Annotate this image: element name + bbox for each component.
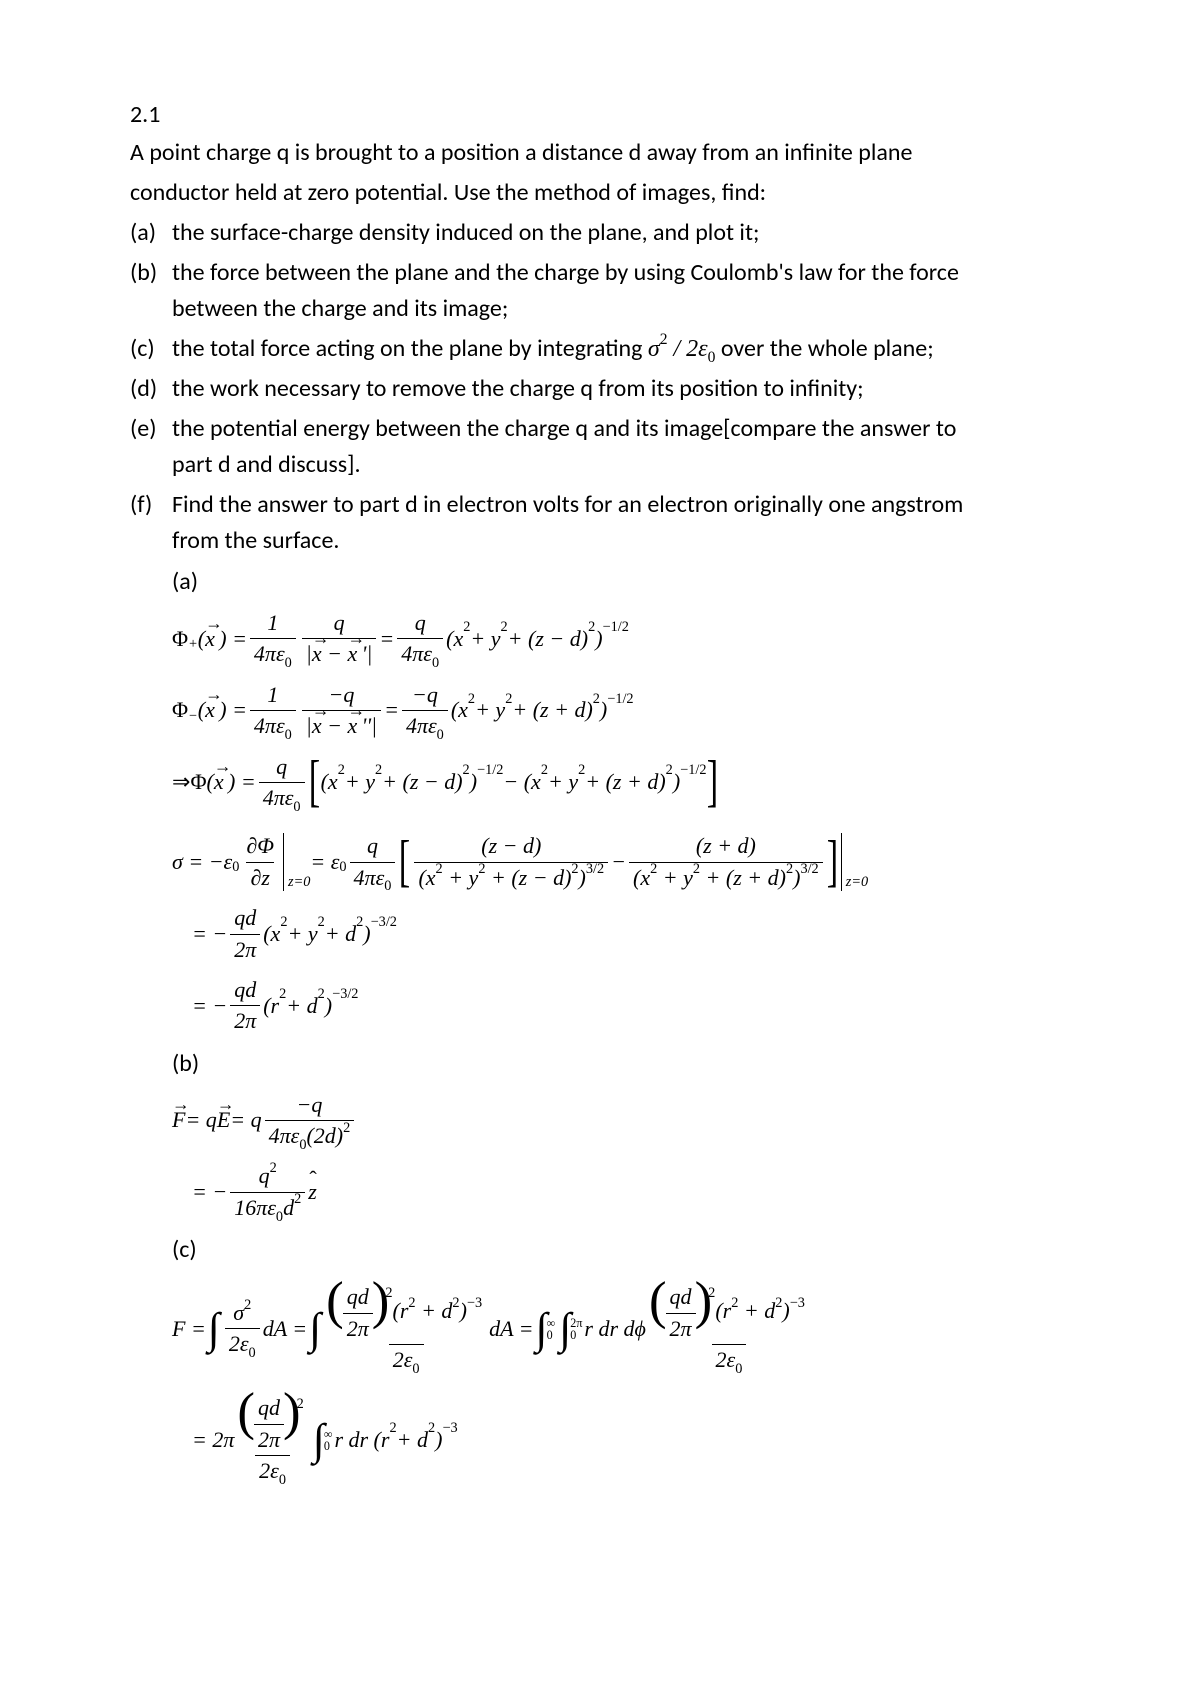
item-d: (d) the work necessary to remove the cha… bbox=[130, 371, 1070, 407]
item-b-label: (b) bbox=[130, 255, 172, 327]
item-f-text-2: from the surface. bbox=[172, 526, 339, 555]
item-f-text: Find the answer to part d in electron vo… bbox=[172, 487, 1070, 559]
section-number: 2.1 bbox=[130, 100, 1070, 129]
item-f: (f) Find the answer to part d in electro… bbox=[130, 487, 1070, 559]
item-e-text: the potential energy between the charge … bbox=[172, 411, 1070, 483]
sub-c-label: (c) bbox=[172, 1235, 1070, 1264]
item-f-label: (f) bbox=[130, 487, 172, 559]
eq-int-2: = 2π (qd2π)2 2ε0 ∫∞0 r dr (r2 + d2)−3 bbox=[192, 1395, 1070, 1484]
eq-phi-plus: Φ+(x ) = 14πε0 q|x − x '| = q4πε0 (x2 + … bbox=[172, 610, 1070, 668]
eq-int-1: F = ∫ σ22ε0 dA = ∫ (qd2π)2(r2 + d2)−3 2ε… bbox=[172, 1284, 1070, 1373]
item-b: (b) the force between the plane and the … bbox=[130, 255, 1070, 327]
math-block-b: F = qE = q −q4πε0(2d)2 = − q216πε0d2 z bbox=[172, 1092, 1070, 1222]
item-a-label: (a) bbox=[130, 215, 172, 251]
intro-line-2: conductor held at zero potential. Use th… bbox=[130, 175, 1070, 211]
item-a-text: the surface-charge density induced on th… bbox=[172, 215, 1070, 251]
eq-sigma-3: = − qd2π (r2 + d2)−3/2 bbox=[192, 977, 1070, 1035]
item-c-math: σ2 / 2ε0 bbox=[648, 336, 716, 362]
item-e-text-2: part d and discuss]. bbox=[172, 450, 361, 479]
intro-line-1: A point charge q is brought to a positio… bbox=[130, 135, 1070, 171]
item-a: (a) the surface-charge density induced o… bbox=[130, 215, 1070, 251]
sub-b-label: (b) bbox=[172, 1049, 1070, 1078]
item-e-text-1: the potential energy between the charge … bbox=[172, 414, 956, 443]
item-d-text: the work necessary to remove the charge … bbox=[172, 371, 1070, 407]
item-b-text-1: the force between the plane and the char… bbox=[172, 258, 959, 287]
eq-sigma-2: = − qd2π (x2 + y2 + d2)−3/2 bbox=[192, 905, 1070, 963]
item-e-label: (e) bbox=[130, 411, 172, 483]
item-f-text-1: Find the answer to part d in electron vo… bbox=[172, 490, 963, 519]
item-c-text: the total force acting on the plane by i… bbox=[172, 331, 1070, 367]
item-d-label: (d) bbox=[130, 371, 172, 407]
eq-sigma-1: σ = −ε0 ∂Φ∂z z=0 = ε0 q4πε0 [ (z − d) (x… bbox=[172, 833, 1070, 891]
item-c-text-1: the total force acting on the plane by i… bbox=[172, 334, 648, 363]
eq-force-2: = − q216πε0d2 z bbox=[192, 1163, 1070, 1221]
math-block-c: F = ∫ σ22ε0 dA = ∫ (qd2π)2(r2 + d2)−3 2ε… bbox=[172, 1284, 1070, 1484]
eq-phi-total: ⇒ Φ(x ) = q4πε0 [ (x2 + y2 + (z − d)2)−1… bbox=[172, 754, 1070, 812]
eq-phi-minus: Φ−(x ) = 14πε0 −q|x − x ''| = −q4πε0 (x2… bbox=[172, 682, 1070, 740]
item-c: (c) the total force acting on the plane … bbox=[130, 331, 1070, 367]
item-c-label: (c) bbox=[130, 331, 172, 367]
item-b-text: the force between the plane and the char… bbox=[172, 255, 1070, 327]
document-page: 2.1 A point charge q is brought to a pos… bbox=[0, 0, 1200, 1698]
eq-force-1: F = qE = q −q4πε0(2d)2 bbox=[172, 1092, 1070, 1150]
item-b-text-2: between the charge and its image; bbox=[172, 294, 508, 323]
math-block-a: Φ+(x ) = 14πε0 q|x − x '| = q4πε0 (x2 + … bbox=[172, 610, 1070, 1035]
item-c-text-2: over the whole plane; bbox=[721, 334, 934, 363]
sub-a-label: (a) bbox=[172, 567, 1070, 596]
item-e: (e) the potential energy between the cha… bbox=[130, 411, 1070, 483]
